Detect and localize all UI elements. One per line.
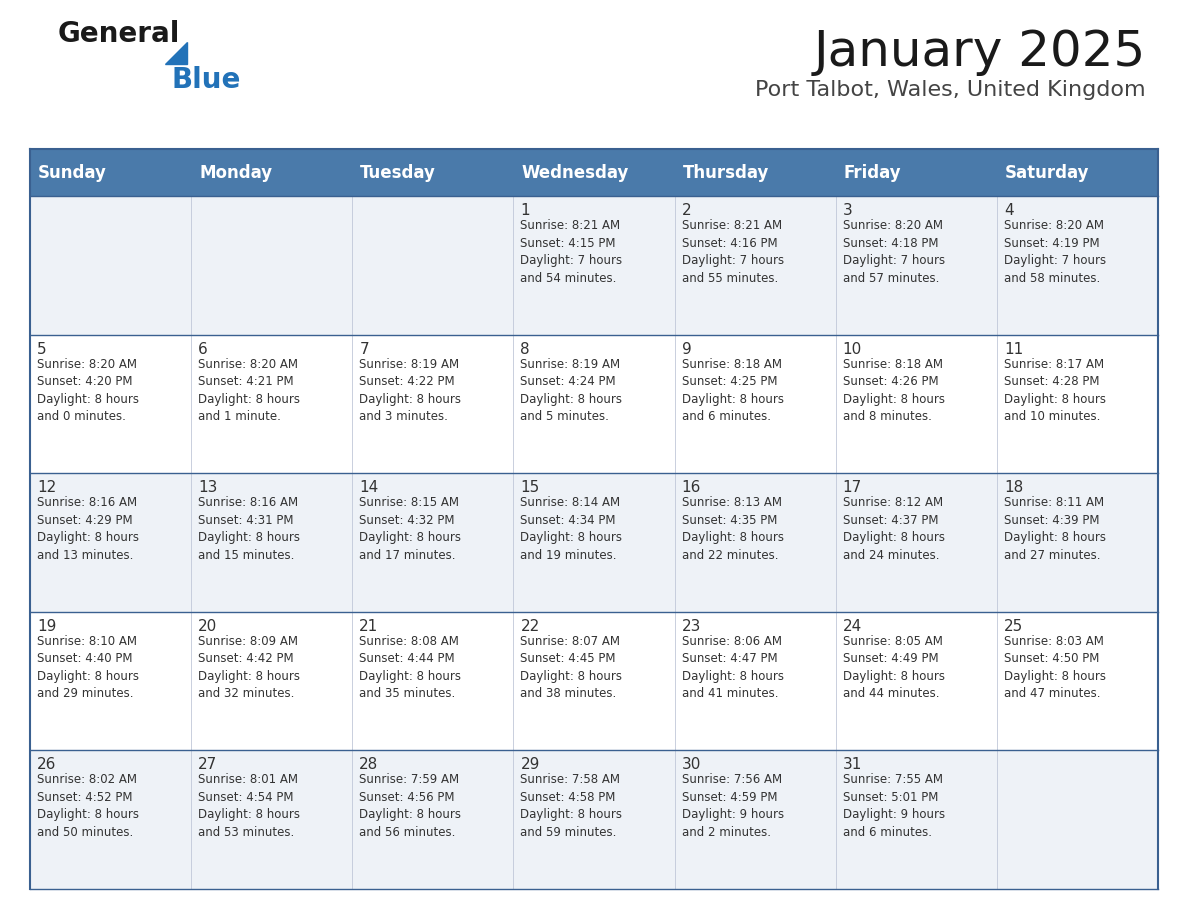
Text: Sunrise: 7:56 AM
Sunset: 4:59 PM
Daylight: 9 hours
and 2 minutes.: Sunrise: 7:56 AM Sunset: 4:59 PM Dayligh… (682, 773, 784, 839)
Text: 5: 5 (37, 341, 46, 357)
Text: 13: 13 (198, 480, 217, 496)
Text: 19: 19 (37, 619, 56, 633)
Text: 12: 12 (37, 480, 56, 496)
Text: 17: 17 (842, 480, 862, 496)
Text: Sunrise: 8:20 AM
Sunset: 4:19 PM
Daylight: 7 hours
and 58 minutes.: Sunrise: 8:20 AM Sunset: 4:19 PM Dayligh… (1004, 219, 1106, 285)
Text: Sunrise: 8:03 AM
Sunset: 4:50 PM
Daylight: 8 hours
and 47 minutes.: Sunrise: 8:03 AM Sunset: 4:50 PM Dayligh… (1004, 634, 1106, 700)
Text: Blue: Blue (171, 66, 240, 94)
Bar (30, 611, 1158, 750)
Text: Sunrise: 8:06 AM
Sunset: 4:47 PM
Daylight: 8 hours
and 41 minutes.: Sunrise: 8:06 AM Sunset: 4:47 PM Dayligh… (682, 634, 784, 700)
Text: 18: 18 (1004, 480, 1023, 496)
Text: Sunrise: 8:07 AM
Sunset: 4:45 PM
Daylight: 8 hours
and 38 minutes.: Sunrise: 8:07 AM Sunset: 4:45 PM Dayligh… (520, 634, 623, 700)
Text: Sunrise: 8:12 AM
Sunset: 4:37 PM
Daylight: 8 hours
and 24 minutes.: Sunrise: 8:12 AM Sunset: 4:37 PM Dayligh… (842, 497, 944, 562)
Text: 31: 31 (842, 757, 862, 772)
Text: Sunrise: 8:20 AM
Sunset: 4:21 PM
Daylight: 8 hours
and 1 minute.: Sunrise: 8:20 AM Sunset: 4:21 PM Dayligh… (198, 358, 301, 423)
Text: 8: 8 (520, 341, 530, 357)
Text: 20: 20 (198, 619, 217, 633)
Text: 3: 3 (842, 204, 853, 218)
Text: Monday: Monday (200, 163, 272, 182)
Text: 28: 28 (359, 757, 379, 772)
Text: Friday: Friday (843, 163, 902, 182)
Text: Sunrise: 7:58 AM
Sunset: 4:58 PM
Daylight: 8 hours
and 59 minutes.: Sunrise: 7:58 AM Sunset: 4:58 PM Dayligh… (520, 773, 623, 839)
Text: 1: 1 (520, 204, 530, 218)
Text: 15: 15 (520, 480, 539, 496)
Text: 6: 6 (198, 341, 208, 357)
Text: Sunrise: 8:21 AM
Sunset: 4:15 PM
Daylight: 7 hours
and 54 minutes.: Sunrise: 8:21 AM Sunset: 4:15 PM Dayligh… (520, 219, 623, 285)
Text: 4: 4 (1004, 204, 1013, 218)
Text: Sunrise: 8:05 AM
Sunset: 4:49 PM
Daylight: 8 hours
and 44 minutes.: Sunrise: 8:05 AM Sunset: 4:49 PM Dayligh… (842, 634, 944, 700)
Text: 9: 9 (682, 341, 691, 357)
Bar (30, 149, 1158, 196)
Text: Sunrise: 8:08 AM
Sunset: 4:44 PM
Daylight: 8 hours
and 35 minutes.: Sunrise: 8:08 AM Sunset: 4:44 PM Dayligh… (359, 634, 461, 700)
Text: Sunrise: 8:16 AM
Sunset: 4:29 PM
Daylight: 8 hours
and 13 minutes.: Sunrise: 8:16 AM Sunset: 4:29 PM Dayligh… (37, 497, 139, 562)
Text: 14: 14 (359, 480, 379, 496)
Text: 2: 2 (682, 204, 691, 218)
Text: Sunrise: 8:18 AM
Sunset: 4:26 PM
Daylight: 8 hours
and 8 minutes.: Sunrise: 8:18 AM Sunset: 4:26 PM Dayligh… (842, 358, 944, 423)
Polygon shape (165, 42, 187, 64)
Text: Sunrise: 8:20 AM
Sunset: 4:18 PM
Daylight: 7 hours
and 57 minutes.: Sunrise: 8:20 AM Sunset: 4:18 PM Dayligh… (842, 219, 944, 285)
Text: January 2025: January 2025 (814, 28, 1146, 76)
Text: Sunrise: 8:14 AM
Sunset: 4:34 PM
Daylight: 8 hours
and 19 minutes.: Sunrise: 8:14 AM Sunset: 4:34 PM Dayligh… (520, 497, 623, 562)
Text: Sunday: Sunday (38, 163, 107, 182)
Text: 16: 16 (682, 480, 701, 496)
Text: 23: 23 (682, 619, 701, 633)
Text: Sunrise: 8:19 AM
Sunset: 4:22 PM
Daylight: 8 hours
and 3 minutes.: Sunrise: 8:19 AM Sunset: 4:22 PM Dayligh… (359, 358, 461, 423)
Text: Sunrise: 7:59 AM
Sunset: 4:56 PM
Daylight: 8 hours
and 56 minutes.: Sunrise: 7:59 AM Sunset: 4:56 PM Dayligh… (359, 773, 461, 839)
Bar (30, 196, 1158, 335)
Text: 24: 24 (842, 619, 862, 633)
Text: Saturday: Saturday (1005, 163, 1089, 182)
Text: Sunrise: 8:02 AM
Sunset: 4:52 PM
Daylight: 8 hours
and 50 minutes.: Sunrise: 8:02 AM Sunset: 4:52 PM Dayligh… (37, 773, 139, 839)
Text: Sunrise: 8:19 AM
Sunset: 4:24 PM
Daylight: 8 hours
and 5 minutes.: Sunrise: 8:19 AM Sunset: 4:24 PM Dayligh… (520, 358, 623, 423)
Text: 29: 29 (520, 757, 539, 772)
Text: Port Talbot, Wales, United Kingdom: Port Talbot, Wales, United Kingdom (756, 80, 1146, 100)
Text: Sunrise: 8:10 AM
Sunset: 4:40 PM
Daylight: 8 hours
and 29 minutes.: Sunrise: 8:10 AM Sunset: 4:40 PM Dayligh… (37, 634, 139, 700)
Text: Sunrise: 8:17 AM
Sunset: 4:28 PM
Daylight: 8 hours
and 10 minutes.: Sunrise: 8:17 AM Sunset: 4:28 PM Dayligh… (1004, 358, 1106, 423)
Bar (30, 474, 1158, 611)
Bar (30, 335, 1158, 474)
Text: 22: 22 (520, 619, 539, 633)
Text: Tuesday: Tuesday (360, 163, 436, 182)
Text: Thursday: Thursday (683, 163, 769, 182)
Text: Sunrise: 8:18 AM
Sunset: 4:25 PM
Daylight: 8 hours
and 6 minutes.: Sunrise: 8:18 AM Sunset: 4:25 PM Dayligh… (682, 358, 784, 423)
Text: Sunrise: 8:01 AM
Sunset: 4:54 PM
Daylight: 8 hours
and 53 minutes.: Sunrise: 8:01 AM Sunset: 4:54 PM Dayligh… (198, 773, 301, 839)
Text: 11: 11 (1004, 341, 1023, 357)
Text: Sunrise: 8:13 AM
Sunset: 4:35 PM
Daylight: 8 hours
and 22 minutes.: Sunrise: 8:13 AM Sunset: 4:35 PM Dayligh… (682, 497, 784, 562)
Text: Wednesday: Wednesday (522, 163, 628, 182)
Text: Sunrise: 8:09 AM
Sunset: 4:42 PM
Daylight: 8 hours
and 32 minutes.: Sunrise: 8:09 AM Sunset: 4:42 PM Dayligh… (198, 634, 301, 700)
Text: Sunrise: 8:20 AM
Sunset: 4:20 PM
Daylight: 8 hours
and 0 minutes.: Sunrise: 8:20 AM Sunset: 4:20 PM Dayligh… (37, 358, 139, 423)
Text: 25: 25 (1004, 619, 1023, 633)
Text: 10: 10 (842, 341, 862, 357)
Text: Sunrise: 8:15 AM
Sunset: 4:32 PM
Daylight: 8 hours
and 17 minutes.: Sunrise: 8:15 AM Sunset: 4:32 PM Dayligh… (359, 497, 461, 562)
Text: 27: 27 (198, 757, 217, 772)
Text: 30: 30 (682, 757, 701, 772)
Text: 26: 26 (37, 757, 56, 772)
Text: Sunrise: 8:21 AM
Sunset: 4:16 PM
Daylight: 7 hours
and 55 minutes.: Sunrise: 8:21 AM Sunset: 4:16 PM Dayligh… (682, 219, 784, 285)
Text: General: General (58, 20, 181, 48)
Text: Sunrise: 8:16 AM
Sunset: 4:31 PM
Daylight: 8 hours
and 15 minutes.: Sunrise: 8:16 AM Sunset: 4:31 PM Dayligh… (198, 497, 301, 562)
Text: 7: 7 (359, 341, 369, 357)
Text: 21: 21 (359, 619, 379, 633)
Bar (30, 750, 1158, 889)
Text: Sunrise: 7:55 AM
Sunset: 5:01 PM
Daylight: 9 hours
and 6 minutes.: Sunrise: 7:55 AM Sunset: 5:01 PM Dayligh… (842, 773, 944, 839)
Text: Sunrise: 8:11 AM
Sunset: 4:39 PM
Daylight: 8 hours
and 27 minutes.: Sunrise: 8:11 AM Sunset: 4:39 PM Dayligh… (1004, 497, 1106, 562)
